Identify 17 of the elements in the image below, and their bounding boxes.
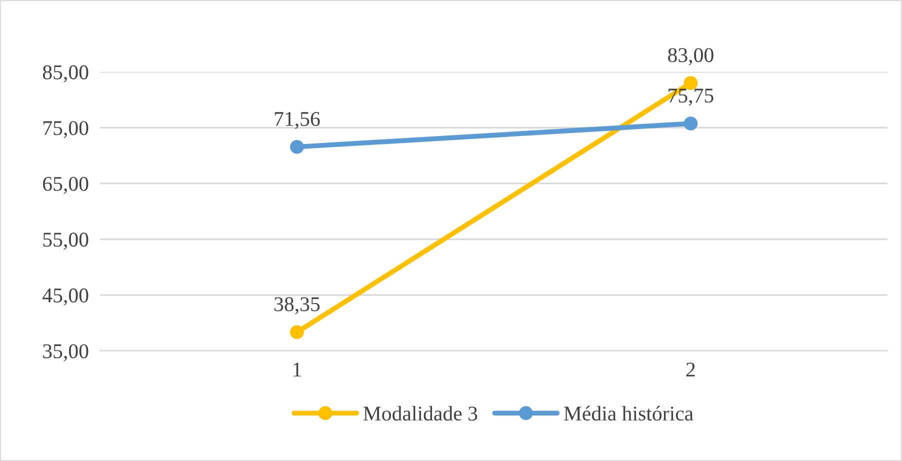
point <box>684 116 698 130</box>
y-tick-label: 55,00 <box>43 232 88 250</box>
data-label: 38,35 <box>274 297 320 314</box>
point <box>290 325 304 340</box>
data-label: 83,00 <box>668 48 714 66</box>
data-label: 71,56 <box>274 112 320 129</box>
data-label: 75,75 <box>668 88 714 106</box>
x-tick-label: 2 <box>686 362 695 376</box>
legend-label: Média histórica <box>564 406 694 421</box>
point <box>290 140 304 154</box>
y-tick-label: 75,00 <box>44 121 88 138</box>
y-tick-label: 85,00 <box>42 65 88 82</box>
y-tick-label: 65,00 <box>43 176 88 194</box>
legend-label: Modalidade 3 <box>363 406 478 421</box>
y-tick-label: 35,00 <box>43 344 88 362</box>
x-tick-label: 1 <box>294 362 301 376</box>
y-tick-label: 45,00 <box>42 288 88 306</box>
